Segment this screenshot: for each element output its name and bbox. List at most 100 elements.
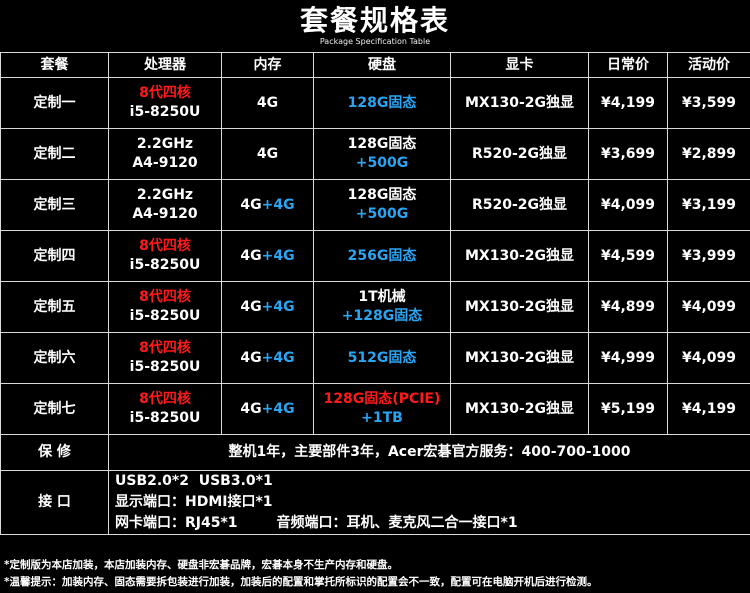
warranty-label: 保 修 bbox=[0, 434, 109, 471]
gpu-cell: R520-2G独显 bbox=[450, 179, 589, 231]
ram-base: 4G bbox=[240, 247, 262, 264]
regular-price: ¥4,999 bbox=[588, 332, 668, 384]
gpu-cell: R520-2G独显 bbox=[450, 128, 589, 180]
gpu-cell: MX130-2G独显 bbox=[450, 281, 589, 333]
ram-cell: 4G bbox=[221, 77, 314, 129]
disk-cell: 128G固态 +500G bbox=[313, 179, 451, 231]
cpu-line2: i5-8250U bbox=[129, 257, 201, 273]
regular-price: ¥4,099 bbox=[588, 179, 668, 231]
ram-base: 4G bbox=[240, 349, 262, 366]
cpu-cell: 8代四核 i5-8250U bbox=[108, 230, 222, 282]
disk-line2: +500G bbox=[355, 206, 409, 222]
ports-line: USB2.0*2 USB3.0*1 bbox=[115, 473, 273, 489]
ram-base: 4G bbox=[240, 400, 262, 417]
regular-price: ¥4,599 bbox=[588, 230, 668, 282]
ram-cell: 4G+4G bbox=[221, 230, 314, 282]
disk-line2: +128G固态 bbox=[341, 308, 423, 324]
sale-price: ¥3,999 bbox=[667, 230, 750, 282]
disk-cell: 1T机械 +128G固态 bbox=[313, 281, 451, 333]
package-name: 定制三 bbox=[0, 179, 109, 231]
warranty-text: 整机1年，主要部件3年，Acer宏碁官方服务：400-700-1000 bbox=[108, 434, 750, 471]
ram-cell: 4G+4G bbox=[221, 179, 314, 231]
column-header: 处理器 bbox=[108, 52, 222, 78]
sale-price: ¥2,899 bbox=[667, 128, 750, 180]
package-name: 定制四 bbox=[0, 230, 109, 282]
ram-extra: +4G bbox=[261, 349, 295, 366]
disk-line1: 512G固态 bbox=[347, 349, 417, 366]
footnote: *定制版为本店加装，本店加装内存、硬盘非宏碁品牌，宏碁本身不生产内存和硬盘。 bbox=[4, 559, 398, 571]
disk-cell: 128G固态 +500G bbox=[313, 128, 451, 180]
disk-line2: +1TB bbox=[361, 410, 403, 426]
sale-price: ¥3,599 bbox=[667, 77, 750, 129]
disk-line1: 1T机械 bbox=[358, 289, 406, 305]
cpu-line2: i5-8250U bbox=[129, 104, 201, 120]
table-row: 定制六 8代四核 i5-8250U 4G+4G 512G固态 MX130-2G独显… bbox=[0, 332, 750, 384]
disk-line2: +500G bbox=[355, 155, 409, 171]
ram-base: 4G bbox=[256, 94, 279, 111]
ports-line: 显示端口：HDMI接口*1 bbox=[115, 494, 273, 510]
table-row: 定制四 8代四核 i5-8250U 4G+4G 256G固态 MX130-2G独显… bbox=[0, 230, 750, 282]
cpu-line2: i5-8250U bbox=[129, 359, 201, 375]
footnote: *温馨提示：加装内存、固态需要拆包装进行加装，加装后的配置和掌托所标识的配置会不… bbox=[4, 576, 598, 588]
ram-cell: 4G+4G bbox=[221, 281, 314, 333]
cpu-cell: 8代四核 i5-8250U bbox=[108, 77, 222, 129]
warranty-row: 保 修 整机1年，主要部件3年，Acer宏碁官方服务：400-700-1000 bbox=[0, 434, 750, 471]
sale-price: ¥4,099 bbox=[667, 332, 750, 384]
sale-price: ¥3,199 bbox=[667, 179, 750, 231]
cpu-line2: i5-8250U bbox=[129, 410, 201, 426]
ram-cell: 4G bbox=[221, 128, 314, 180]
regular-price: ¥5,199 bbox=[588, 383, 668, 435]
sale-price: ¥4,199 bbox=[667, 383, 750, 435]
ram-extra: +4G bbox=[261, 400, 295, 417]
ports-line: 网卡端口：RJ45*1 音频端口：耳机、麦克风二合一接口*1 bbox=[115, 515, 518, 531]
ports-detail: USB2.0*2 USB3.0*1 显示端口：HDMI接口*1 网卡端口：RJ4… bbox=[108, 470, 750, 535]
disk-line1: 256G固态 bbox=[347, 247, 417, 264]
column-header: 硬盘 bbox=[313, 52, 451, 78]
page-title: 套餐规格表 bbox=[299, 4, 450, 37]
disk-cell: 128G固态 bbox=[313, 77, 451, 129]
gpu-cell: MX130-2G独显 bbox=[450, 332, 589, 384]
table-row: 定制三 2.2GHz A4-9120 4G+4G 128G固态 +500G R520… bbox=[0, 179, 750, 231]
disk-cell: 128G固态(PCIE) +1TB bbox=[313, 383, 451, 435]
gpu-cell: MX130-2G独显 bbox=[450, 383, 589, 435]
column-header: 活动价 bbox=[667, 52, 750, 78]
table-row: 定制五 8代四核 i5-8250U 4G+4G 1T机械 +128G固态 MX130… bbox=[0, 281, 750, 333]
gpu-cell: MX130-2G独显 bbox=[450, 230, 589, 282]
cpu-cell: 2.2GHz A4-9120 bbox=[108, 128, 222, 180]
ram-extra: +4G bbox=[261, 196, 295, 213]
column-header: 显卡 bbox=[450, 52, 589, 78]
cpu-line2: A4-9120 bbox=[132, 206, 198, 222]
ports-label: 接 口 bbox=[0, 470, 109, 535]
gpu-cell: MX130-2G独显 bbox=[450, 77, 589, 129]
package-name: 定制一 bbox=[0, 77, 109, 129]
regular-price: ¥4,899 bbox=[588, 281, 668, 333]
table-row: 定制七 8代四核 i5-8250U 4G+4G 128G固态(PCIE) +1TB … bbox=[0, 383, 750, 435]
cpu-line2: i5-8250U bbox=[129, 308, 201, 324]
regular-price: ¥4,199 bbox=[588, 77, 668, 129]
package-name: 定制五 bbox=[0, 281, 109, 333]
disk-line1: 128G固态 bbox=[347, 136, 417, 152]
spec-table: 套餐 处理器 内存 硬盘 显卡 日常价 活动价 定制一 8代四核 i5-8250U… bbox=[0, 52, 750, 535]
disk-cell: 256G固态 bbox=[313, 230, 451, 282]
disk-line1: 128G固态 bbox=[347, 187, 417, 203]
column-header: 内存 bbox=[221, 52, 314, 78]
cpu-line1: 2.2GHz bbox=[136, 187, 194, 203]
ram-extra: +4G bbox=[261, 298, 295, 315]
package-name: 定制七 bbox=[0, 383, 109, 435]
disk-line1: 128G固态 bbox=[347, 94, 417, 111]
ram-base: 4G bbox=[256, 145, 279, 162]
cpu-line2: A4-9120 bbox=[132, 155, 198, 171]
cpu-cell: 8代四核 i5-8250U bbox=[108, 383, 222, 435]
sale-price: ¥4,099 bbox=[667, 281, 750, 333]
cpu-cell: 8代四核 i5-8250U bbox=[108, 281, 222, 333]
cpu-line1: 2.2GHz bbox=[136, 136, 194, 152]
disk-cell: 512G固态 bbox=[313, 332, 451, 384]
table-header-row: 套餐 处理器 内存 硬盘 显卡 日常价 活动价 bbox=[0, 52, 750, 78]
cpu-cell: 8代四核 i5-8250U bbox=[108, 332, 222, 384]
column-header: 日常价 bbox=[588, 52, 668, 78]
cpu-line1: 8代四核 bbox=[139, 391, 191, 407]
package-name: 定制六 bbox=[0, 332, 109, 384]
regular-price: ¥3,699 bbox=[588, 128, 668, 180]
ports-row: 接 口 USB2.0*2 USB3.0*1 显示端口：HDMI接口*1 网卡端口… bbox=[0, 470, 750, 535]
ram-base: 4G bbox=[240, 298, 262, 315]
